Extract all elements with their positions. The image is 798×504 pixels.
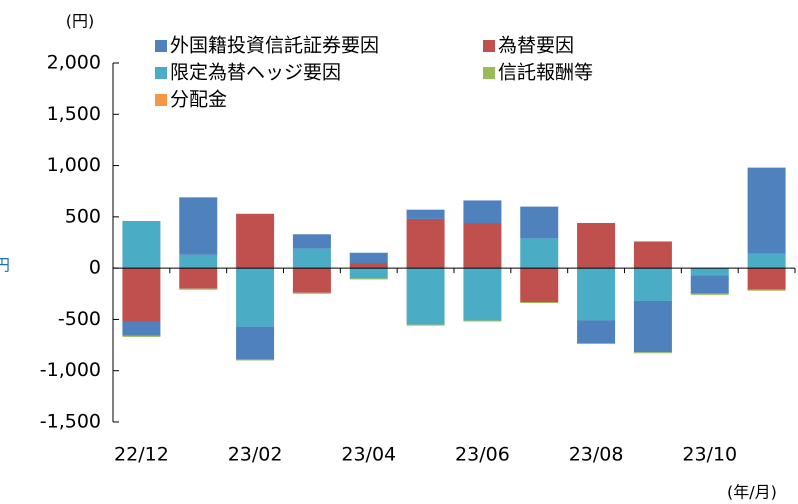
bar-segment bbox=[577, 268, 616, 321]
y-tick-label: 1,500 bbox=[47, 103, 101, 125]
bar-segment bbox=[406, 324, 445, 326]
bar-segment bbox=[406, 218, 445, 269]
bar-segment bbox=[520, 268, 559, 302]
legend-label: 信託報酬等 bbox=[498, 62, 593, 84]
bar-segment bbox=[577, 343, 616, 345]
bar-segment bbox=[349, 252, 388, 264]
bar-segment bbox=[690, 268, 729, 276]
bar-segment bbox=[179, 197, 218, 255]
y-tick-label: 1,000 bbox=[47, 154, 101, 176]
x-tick-label: 22/12 bbox=[114, 444, 169, 466]
bar-segment bbox=[747, 289, 786, 291]
bar-segment bbox=[236, 326, 275, 360]
bar-segment bbox=[406, 268, 445, 325]
bar-segment bbox=[349, 268, 388, 279]
bar-segment bbox=[292, 234, 331, 249]
bar-segment bbox=[577, 223, 616, 269]
y-tick-label: -1,500 bbox=[40, 411, 101, 433]
bar-segment bbox=[292, 248, 331, 269]
bar-segment bbox=[463, 223, 502, 269]
bar-segment bbox=[747, 253, 786, 269]
legend-swatch bbox=[155, 40, 167, 52]
bar-segment bbox=[349, 263, 388, 269]
legend-swatch bbox=[155, 94, 167, 106]
y-tick-label: -500 bbox=[58, 308, 101, 330]
bar-segment bbox=[690, 275, 729, 294]
bar-segment bbox=[122, 321, 161, 336]
bar-segment bbox=[633, 352, 672, 354]
bar-segment bbox=[520, 301, 559, 304]
x-tick-label: 23/10 bbox=[682, 444, 737, 466]
bar-segment bbox=[520, 238, 559, 269]
bar-segment bbox=[292, 268, 331, 293]
x-tick-label: 23/02 bbox=[228, 444, 283, 466]
bar-segment bbox=[747, 167, 786, 254]
legend-label: 外国籍投資信託証券要因 bbox=[170, 35, 379, 57]
bar-segment bbox=[463, 268, 502, 321]
bar-segment bbox=[406, 209, 445, 219]
x-tick-label: 23/06 bbox=[455, 444, 510, 466]
legend-swatch bbox=[155, 67, 167, 79]
bar-segment bbox=[122, 335, 161, 337]
legend-label: 分配金 bbox=[170, 89, 227, 111]
y-tick-label: 0 bbox=[89, 257, 101, 279]
bar-segment bbox=[179, 288, 218, 290]
legend-label: 限定為替ヘッジ要因 bbox=[170, 62, 341, 84]
x-tick-label: 23/04 bbox=[341, 444, 396, 466]
bar-segment bbox=[292, 292, 331, 294]
bar-segment bbox=[520, 206, 559, 239]
x-tick-label: 23/08 bbox=[569, 444, 624, 466]
bar-segment bbox=[577, 320, 616, 344]
bar-segment bbox=[633, 268, 672, 301]
bar-segment bbox=[122, 268, 161, 322]
bar-segment bbox=[747, 268, 786, 290]
bar-segment bbox=[236, 213, 275, 269]
unit-label: (円) bbox=[66, 12, 95, 31]
y-tick-label: -1,000 bbox=[40, 359, 101, 381]
bar-segment bbox=[179, 268, 218, 289]
bar-segment bbox=[122, 220, 161, 269]
bar-segment bbox=[236, 359, 275, 361]
y-tick-label: 2,000 bbox=[47, 52, 101, 74]
bar-segment bbox=[463, 200, 502, 224]
y-tick-label: 500 bbox=[65, 205, 101, 227]
bar-segment bbox=[633, 241, 672, 269]
legend-label: 為替要因 bbox=[498, 35, 574, 57]
bar-segment bbox=[236, 268, 275, 327]
side-note: 円 bbox=[0, 256, 10, 275]
bar-segment bbox=[633, 300, 672, 353]
x-unit-label: (年/月) bbox=[727, 483, 777, 502]
bar-segment bbox=[690, 293, 729, 295]
legend-swatch bbox=[483, 67, 495, 79]
bar-segment bbox=[179, 254, 218, 269]
bar-segment bbox=[463, 320, 502, 322]
bar-segment bbox=[349, 278, 388, 280]
legend-swatch bbox=[483, 40, 495, 52]
